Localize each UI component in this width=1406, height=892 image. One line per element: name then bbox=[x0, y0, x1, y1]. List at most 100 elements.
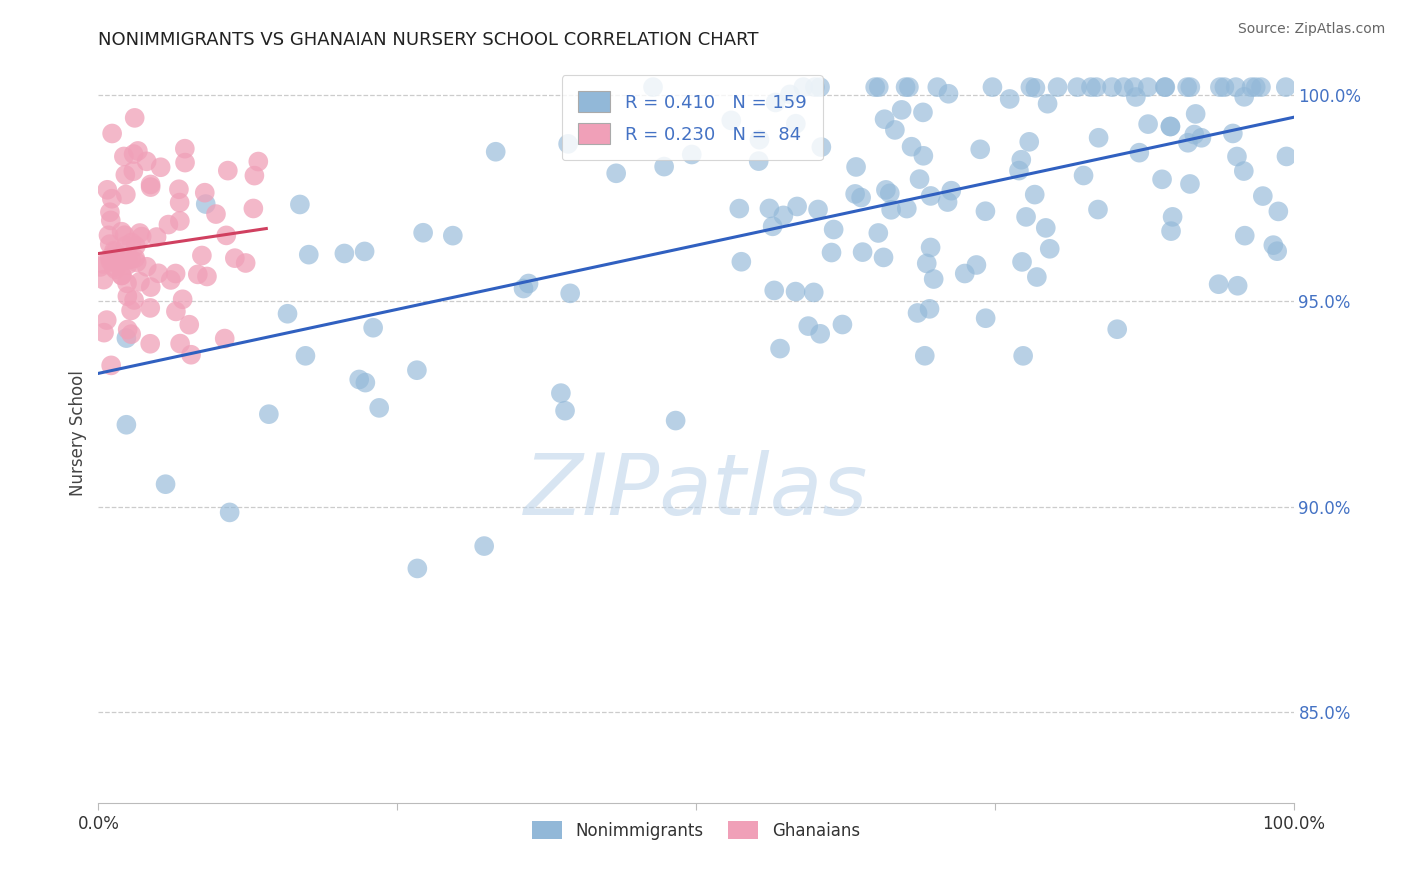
Point bbox=[139, 280, 162, 294]
Point bbox=[485, 145, 508, 159]
Point bbox=[1073, 169, 1095, 183]
Point bbox=[1208, 277, 1230, 292]
Point bbox=[896, 202, 918, 216]
Point bbox=[128, 226, 150, 240]
Point bbox=[187, 268, 209, 282]
Point bbox=[169, 336, 191, 351]
Point bbox=[1036, 96, 1059, 111]
Point bbox=[907, 306, 929, 320]
Point bbox=[93, 273, 115, 287]
Point bbox=[103, 260, 125, 274]
Point bbox=[1107, 322, 1129, 336]
Point bbox=[1233, 228, 1256, 243]
Point bbox=[139, 336, 162, 351]
Point bbox=[762, 219, 785, 234]
Point bbox=[120, 252, 142, 267]
Point bbox=[127, 144, 149, 158]
Point bbox=[748, 154, 770, 169]
Point bbox=[215, 228, 238, 243]
Point bbox=[765, 95, 787, 110]
Point bbox=[786, 199, 808, 213]
Point bbox=[1024, 187, 1046, 202]
Point bbox=[981, 80, 1004, 95]
Point bbox=[758, 202, 780, 216]
Point bbox=[652, 160, 675, 174]
Point bbox=[117, 322, 139, 336]
Point bbox=[1087, 130, 1109, 145]
Point bbox=[333, 246, 356, 260]
Point bbox=[810, 140, 832, 154]
Point bbox=[863, 80, 886, 95]
Point bbox=[121, 235, 143, 250]
Point bbox=[936, 195, 959, 210]
Point bbox=[472, 539, 495, 553]
Point bbox=[125, 255, 148, 269]
Point bbox=[792, 80, 814, 95]
Text: NONIMMIGRANTS VS GHANAIAN NURSERY SCHOOL CORRELATION CHART: NONIMMIGRANTS VS GHANAIAN NURSERY SCHOOL… bbox=[98, 31, 759, 49]
Point bbox=[243, 169, 266, 183]
Point bbox=[257, 407, 280, 421]
Point bbox=[117, 289, 139, 303]
Point bbox=[217, 163, 239, 178]
Point bbox=[1213, 80, 1236, 95]
Point bbox=[117, 252, 139, 267]
Point bbox=[803, 285, 825, 300]
Point bbox=[353, 244, 375, 259]
Point bbox=[155, 477, 177, 491]
Point bbox=[96, 183, 118, 197]
Point bbox=[641, 80, 664, 95]
Point bbox=[927, 80, 949, 95]
Point bbox=[1112, 80, 1135, 95]
Point bbox=[1225, 80, 1247, 95]
Point bbox=[1122, 80, 1144, 95]
Point bbox=[406, 561, 429, 575]
Point bbox=[1265, 244, 1288, 259]
Point bbox=[720, 113, 742, 128]
Point bbox=[772, 208, 794, 222]
Point bbox=[1018, 135, 1040, 149]
Point bbox=[1209, 80, 1232, 95]
Point bbox=[214, 332, 236, 346]
Point bbox=[974, 204, 997, 219]
Point bbox=[730, 254, 752, 268]
Y-axis label: Nursery School: Nursery School bbox=[69, 369, 87, 496]
Point bbox=[797, 319, 820, 334]
Point bbox=[1125, 90, 1147, 104]
Point bbox=[1010, 153, 1032, 167]
Point bbox=[1189, 130, 1212, 145]
Point bbox=[1275, 149, 1298, 163]
Point bbox=[1101, 80, 1123, 95]
Point bbox=[122, 147, 145, 161]
Point bbox=[406, 363, 429, 377]
Point bbox=[115, 417, 138, 432]
Point bbox=[368, 401, 391, 415]
Point bbox=[110, 268, 132, 283]
Point bbox=[104, 262, 127, 277]
Point bbox=[1175, 80, 1198, 95]
Point bbox=[879, 186, 901, 201]
Point bbox=[120, 303, 142, 318]
Point bbox=[779, 87, 801, 102]
Point bbox=[117, 258, 139, 272]
Point bbox=[98, 251, 121, 265]
Text: ZIPatlas: ZIPatlas bbox=[524, 450, 868, 533]
Point bbox=[135, 260, 157, 274]
Point bbox=[96, 313, 118, 327]
Point bbox=[115, 331, 138, 345]
Point bbox=[785, 117, 807, 131]
Point bbox=[218, 505, 240, 519]
Point bbox=[844, 186, 866, 201]
Point bbox=[808, 326, 831, 341]
Point bbox=[941, 184, 963, 198]
Point bbox=[1024, 81, 1046, 95]
Point bbox=[98, 237, 121, 252]
Point bbox=[412, 226, 434, 240]
Point bbox=[554, 403, 576, 417]
Point bbox=[1275, 80, 1298, 95]
Point bbox=[354, 376, 377, 390]
Point bbox=[135, 154, 157, 169]
Point bbox=[894, 80, 917, 95]
Point bbox=[149, 161, 172, 175]
Point bbox=[965, 258, 987, 272]
Point bbox=[159, 273, 181, 287]
